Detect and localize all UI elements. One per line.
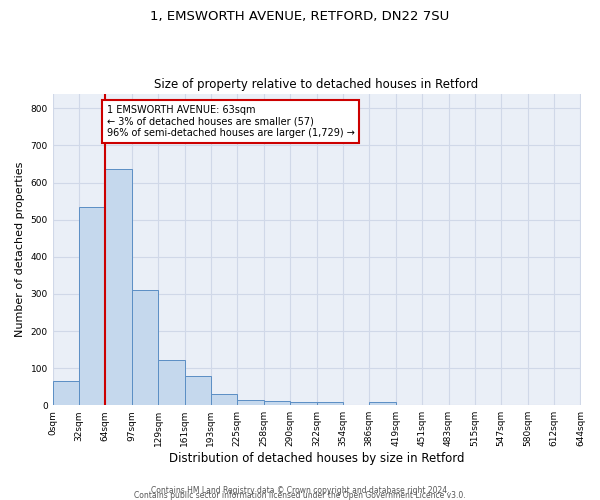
Bar: [105, 169, 132, 405]
Bar: [132, 290, 158, 405]
Text: 1 EMSWORTH AVENUE: 63sqm
← 3% of detached houses are smaller (57)
96% of semi-de: 1 EMSWORTH AVENUE: 63sqm ← 3% of detache…: [107, 104, 355, 138]
Bar: [290, 402, 317, 405]
X-axis label: Distribution of detached houses by size in Retford: Distribution of detached houses by size …: [169, 452, 464, 465]
Bar: [211, 394, 237, 405]
Bar: [369, 402, 396, 405]
Text: Contains HM Land Registry data © Crown copyright and database right 2024.: Contains HM Land Registry data © Crown c…: [151, 486, 449, 495]
Bar: [185, 376, 211, 405]
Y-axis label: Number of detached properties: Number of detached properties: [15, 162, 25, 337]
Text: Contains public sector information licensed under the Open Government Licence v3: Contains public sector information licen…: [134, 491, 466, 500]
Bar: [317, 402, 343, 405]
Bar: [158, 360, 185, 405]
Text: 1, EMSWORTH AVENUE, RETFORD, DN22 7SU: 1, EMSWORTH AVENUE, RETFORD, DN22 7SU: [151, 10, 449, 23]
Title: Size of property relative to detached houses in Retford: Size of property relative to detached ho…: [154, 78, 479, 91]
Bar: [237, 400, 264, 405]
Bar: [53, 381, 79, 405]
Bar: [264, 402, 290, 405]
Bar: [79, 206, 105, 405]
